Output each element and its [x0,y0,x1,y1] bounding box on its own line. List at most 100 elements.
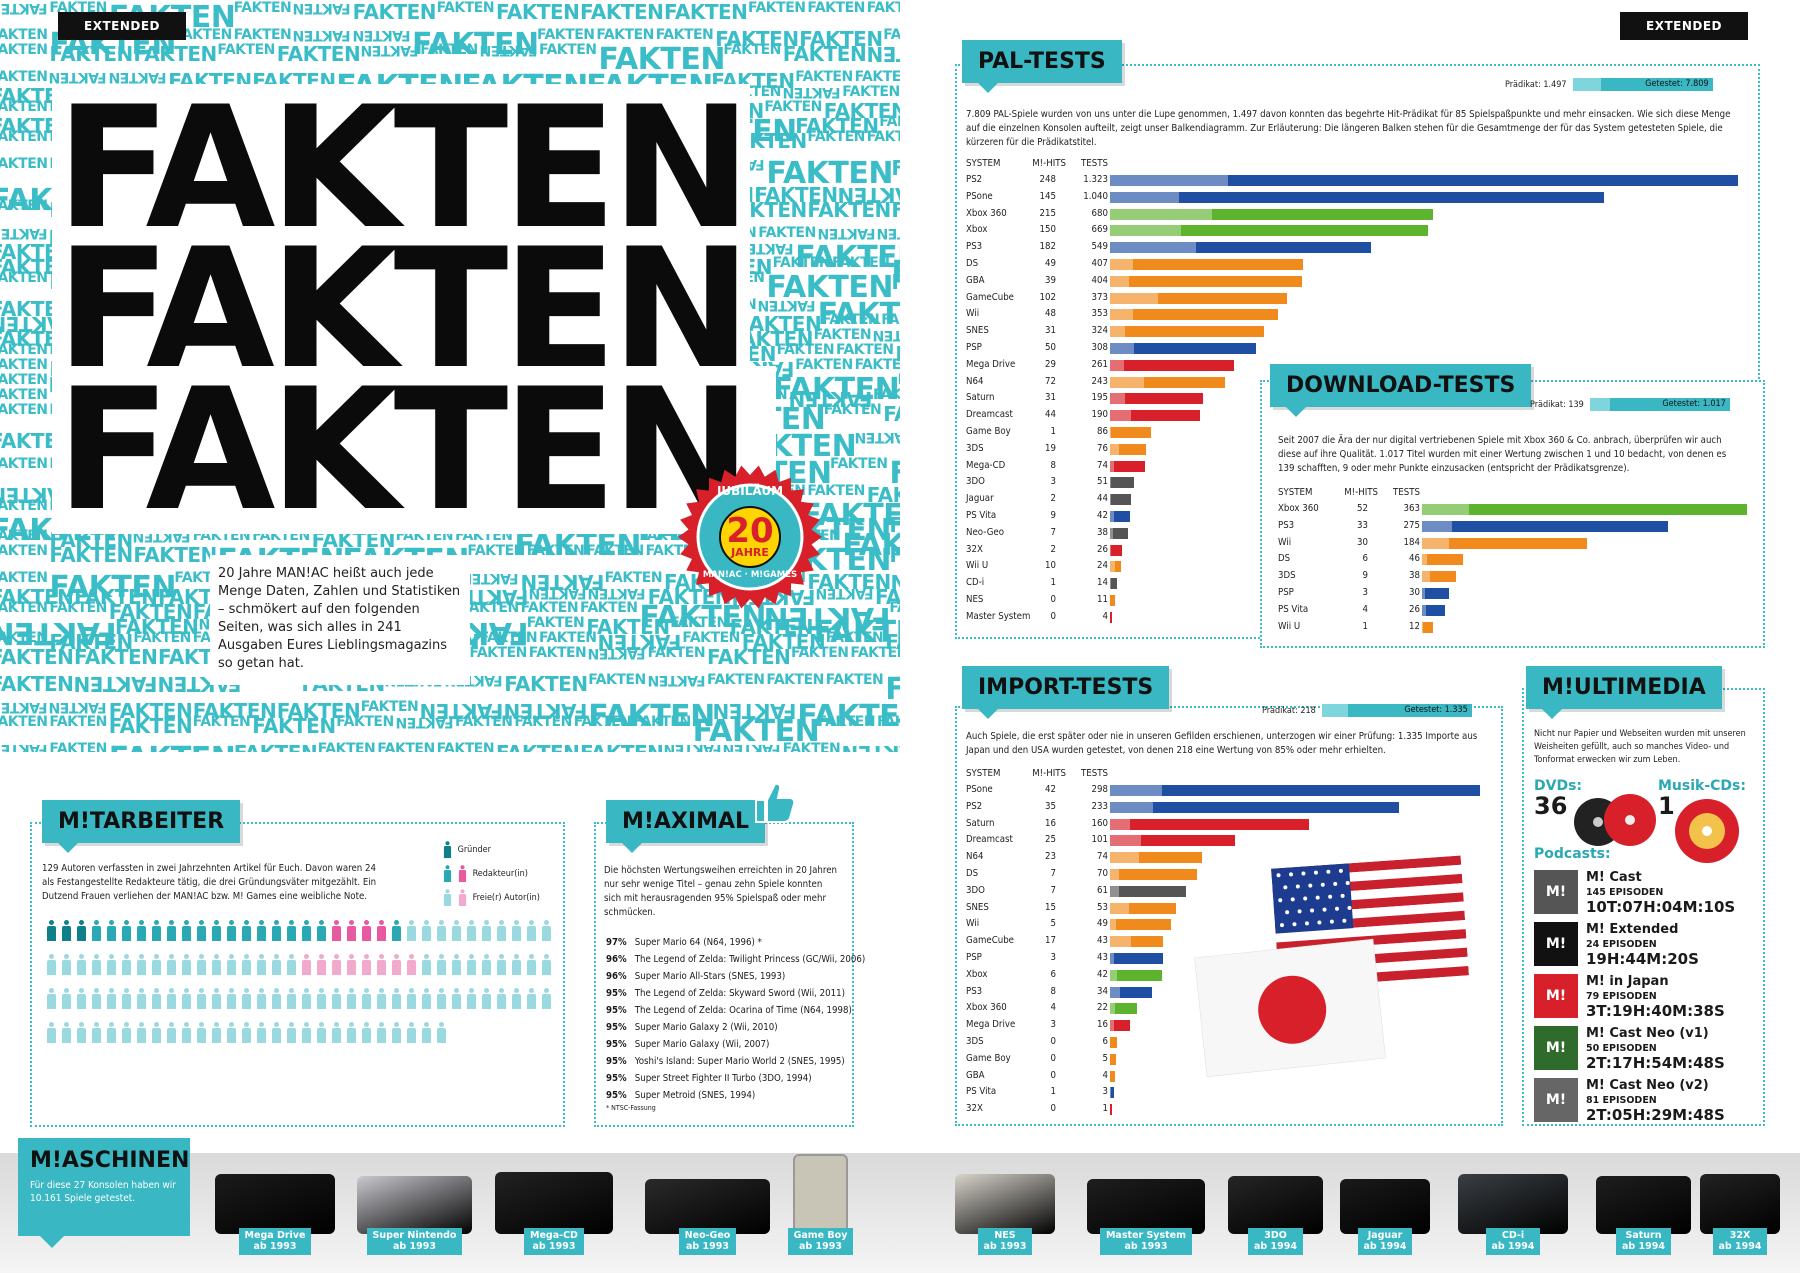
person-frei-icon [180,988,193,1010]
row-hits: 215 [1039,207,1056,219]
row-bar [1110,885,1186,897]
fakten-word: FAKTEN [885,630,900,654]
row-system: 3DO [966,884,985,896]
row-system: PS2 [966,800,983,812]
person-frei-icon [510,954,523,976]
table-row: Game Boy 1 86 [966,424,1746,441]
row-hits: 35 [1045,800,1056,812]
row-hit-bar [1110,785,1163,796]
row-bar [1110,258,1304,270]
fakten-word: FAKTEN [823,99,900,123]
pal-text: 7.809 PAL-Spiele wurden von uns unter di… [966,109,1731,148]
console-label: Jaguar ab 1994 [1357,1228,1413,1255]
row-system: Dreamcast [966,834,1013,846]
row-hits: 29 [1045,358,1056,370]
row-hits: 102 [1039,291,1056,303]
row-tests: 243 [1091,375,1108,387]
import-legend-getestet: Getestet: 1.335 [1404,705,1468,715]
fakten-word: FAKTEN [889,543,900,567]
badge-top: JUBILÄUM [716,484,784,498]
multimedia-title: M!ULTIMEDIA [1526,666,1722,719]
row-bar [1110,785,1480,796]
fakten-word: FAKTEN [877,225,900,241]
import-text: Auch Spiele, die erst später oder nie in… [966,731,1478,756]
row-bar [1110,1053,1117,1065]
person-redakteur-icon [135,920,148,942]
row-system: Master System [966,610,1031,622]
fakten-word: FAKTEN [795,357,853,373]
console-image [1228,1176,1323,1234]
person-frei-icon [195,1022,208,1044]
fakten-word: FAKTEN [825,672,884,688]
console-label: Mega Drive ab 1993 [238,1228,312,1255]
row-system: Wii U [1278,620,1301,632]
fakten-word: FAKTEN [891,255,900,290]
person-frei-icon [420,988,433,1010]
fakten-word: FAKTEN [174,27,232,43]
row-tests: 324 [1091,325,1108,337]
person-frei-icon [375,1022,388,1044]
person-redakteur-icon [120,920,133,942]
row-tests: 1.040 [1083,190,1108,202]
row-system: 32X [966,1103,983,1115]
person-redakteur-icon [165,920,178,942]
jubilaeum-badge: JUBILÄUM 20 JAHRE MAN!AC · M!GAMES [675,462,825,612]
maximal-item: 96% Super Mario All-Stars (SNES, 1993) [606,971,786,982]
person-frei-icon [225,954,238,976]
row-system: Xbox 360 [966,207,1007,219]
row-tests: 680 [1091,207,1108,219]
person-frei-icon [435,920,448,942]
fakten-word: FAKTEN [891,198,900,222]
fakten-word: FAKTEN [588,645,646,661]
fakten-word: FAKTEN [647,672,706,688]
person-frei-icon [450,920,463,942]
person-frei-icon [390,988,403,1010]
table-row: PSP 50 308 [966,340,1746,357]
console-image [1700,1174,1780,1234]
fakten-word: FAKTEN [0,528,48,544]
person-redakteur-icon [285,920,298,942]
row-hit-bar [1110,527,1114,539]
row-hit-bar [1110,275,1129,287]
row-bar [1110,359,1234,371]
fakten-word: FAKTEN [854,429,900,445]
fakten-word: FAKTEN [758,297,816,313]
row-bar [1422,537,1587,549]
person-frei-icon [405,1022,418,1044]
row-system: Jaguar [966,493,994,505]
fakten-word: FAKTEN [883,402,900,426]
fakten-word: FAKTEN [776,342,835,358]
fakten-word: FAKTEN [797,699,900,734]
person-redakteur-icon [240,920,253,942]
row-hits: 0 [1050,1035,1057,1047]
row-tests: 43 [1097,951,1108,963]
fakten-word: FAKTEN [0,198,48,214]
table-row: Mega-CD 8 74 [966,458,1746,475]
fakten-word: FAKTEN [133,543,217,567]
badge-bottom: MAN!AC · M!GAMES [702,570,798,580]
person-frei-icon [435,1022,448,1044]
podcast-duration: 2T:17H:54M:48S [1586,1054,1725,1072]
row-bar [1110,969,1163,981]
fakten-word: FAKTEN [795,69,853,85]
person-frei-icon [360,988,373,1010]
table-row: 3DS 0 6 [966,1034,1486,1051]
person-frei-icon [315,1022,328,1044]
person-frei-icon [345,988,358,1010]
row-hits: 145 [1039,190,1056,202]
console-item: 32X ab 1994 [1690,1174,1790,1255]
row-tests: 51 [1097,476,1108,488]
row-bar [1110,1036,1118,1048]
row-hit-bar [1110,952,1114,964]
maschinen-title: M!ASCHINEN [30,1148,190,1173]
row-hit-bar [1110,919,1117,931]
row-hit-bar [1110,376,1145,388]
fakten-word: FAKTEN [633,714,691,730]
row-tests: 42 [1097,509,1108,521]
fakten-word: FAKTEN [293,0,351,16]
row-tests: 1.323 [1083,174,1108,185]
console-item: Game Boy ab 1993 [783,1154,858,1255]
person-frei-icon [300,988,313,1010]
row-bar [1110,902,1176,914]
row-hits: 4 [1362,603,1369,615]
